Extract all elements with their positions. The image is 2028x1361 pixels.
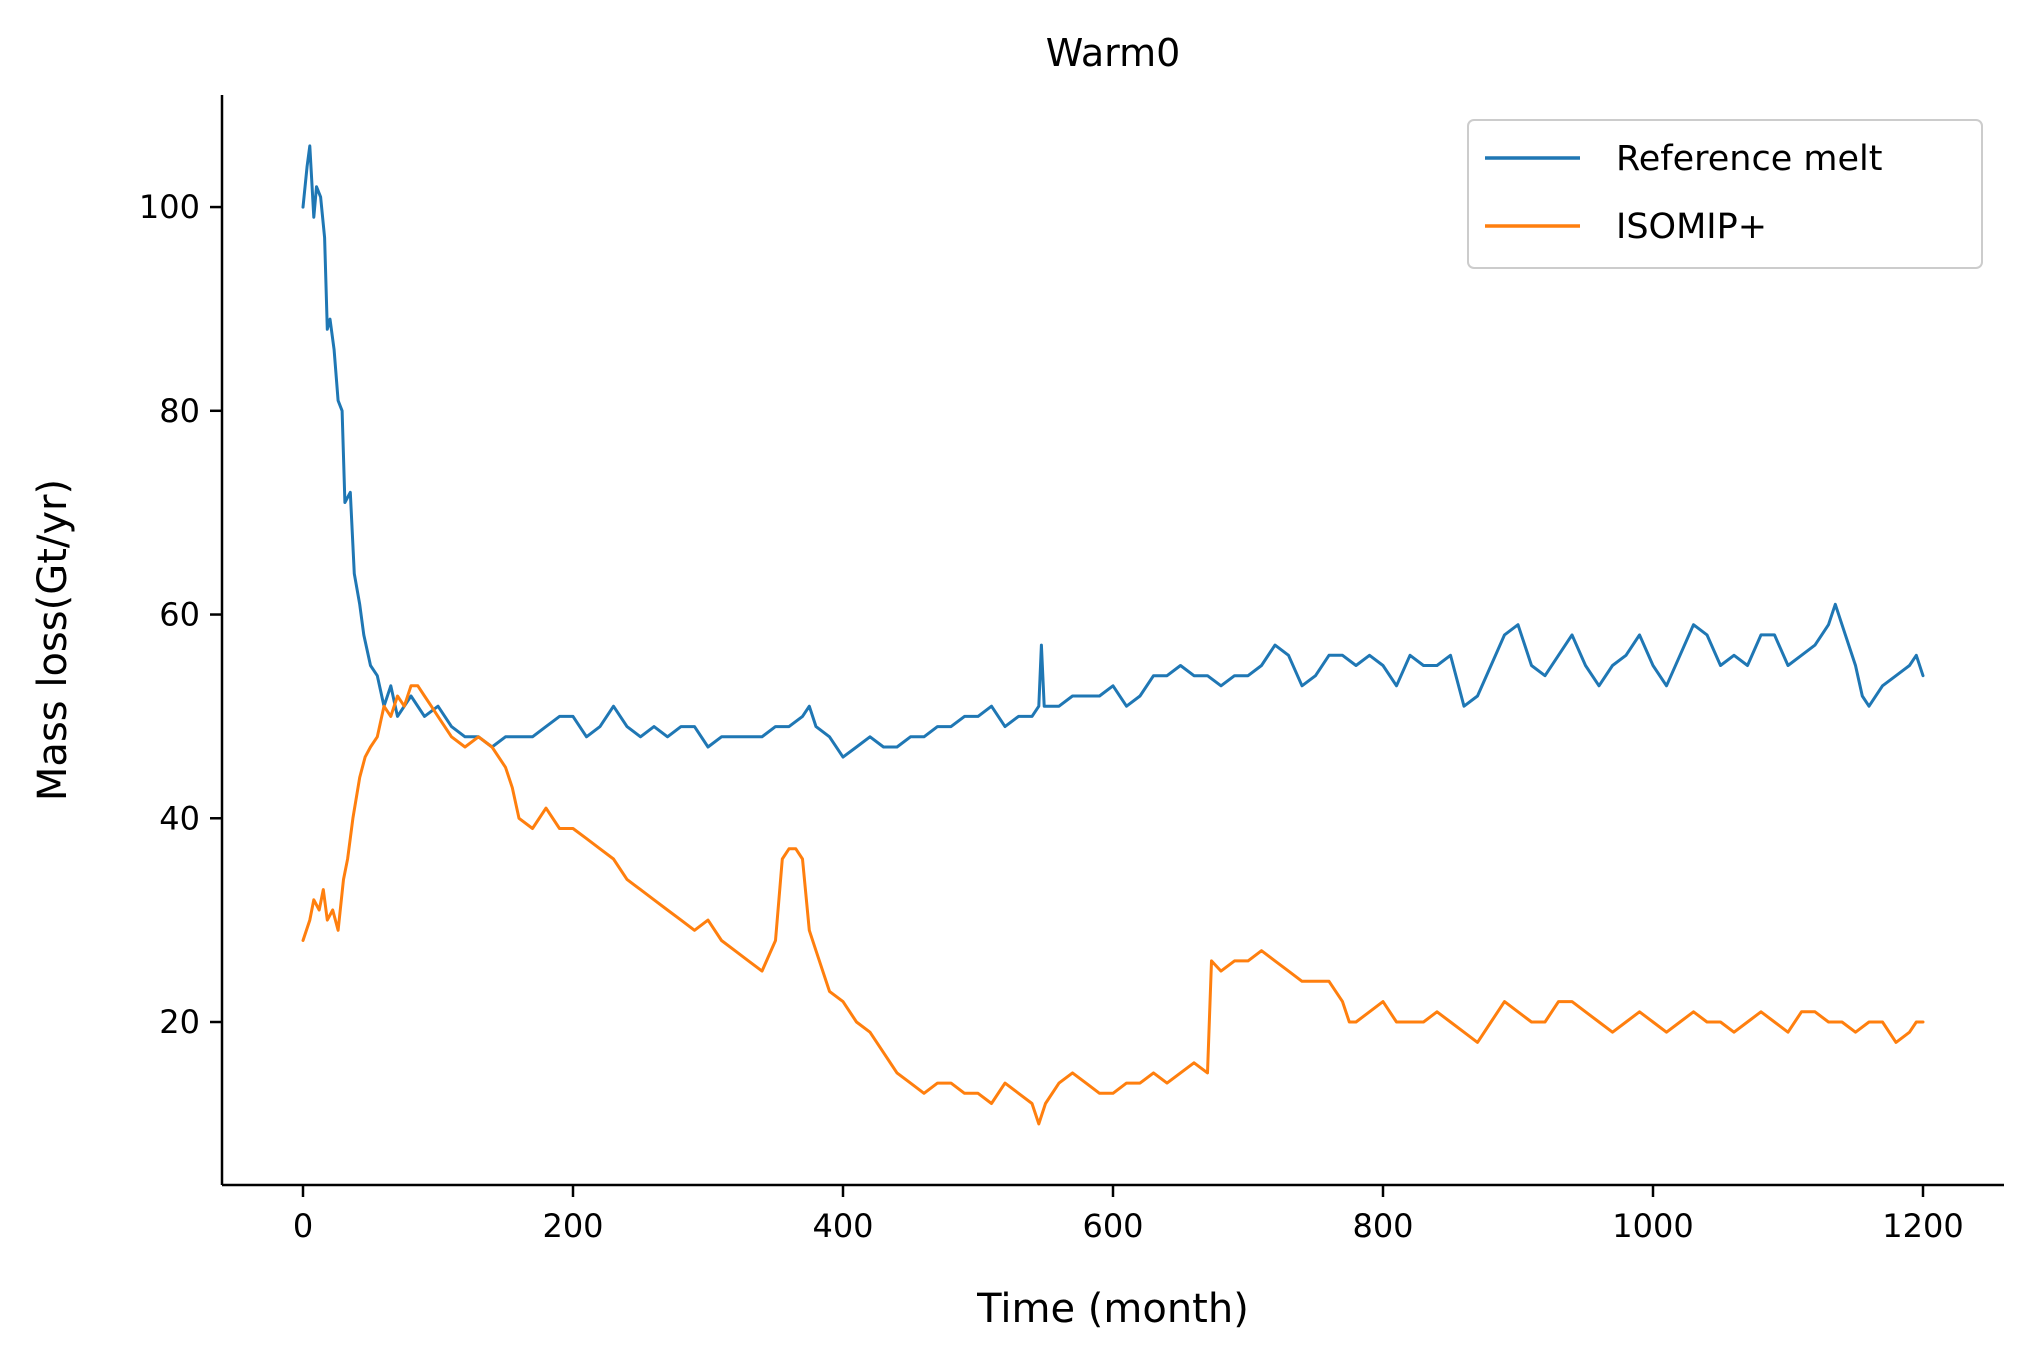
y-tick-label: 80: [159, 392, 200, 430]
legend-box: [1467, 119, 1983, 269]
x-tick-label: 0: [293, 1207, 313, 1245]
series-line-isomip: [301, 684, 1925, 1126]
legend-label-isomip: ISOMIP+: [1616, 207, 1767, 247]
x-tick-label: 200: [542, 1207, 603, 1245]
y-tick-label: 100: [139, 188, 200, 226]
y-tick-label: 20: [159, 1003, 200, 1041]
y-axis-label: Mass loss(Gt/yr): [30, 479, 76, 801]
series-line-reference-melt: [301, 144, 1925, 759]
chart-title: Warm0: [1046, 31, 1181, 75]
x-ticks: 0 200 400 600 800 1000 1200: [293, 1185, 1964, 1245]
legend: Reference melt ISOMIP+: [1467, 119, 1983, 269]
legend-label-reference-melt: Reference melt: [1616, 139, 1882, 179]
y-tick-label: 60: [159, 596, 200, 634]
x-tick-label: 1200: [1882, 1207, 1963, 1245]
y-tick-label: 40: [159, 799, 200, 837]
series-layer: [301, 144, 1925, 1126]
x-tick-label: 600: [1082, 1207, 1143, 1245]
x-tick-label: 800: [1352, 1207, 1413, 1245]
y-ticks: 20 40 60 80 100: [139, 188, 222, 1041]
x-axis-label: Time (month): [976, 1286, 1249, 1332]
x-tick-label: 1000: [1612, 1207, 1693, 1245]
x-tick-label: 400: [812, 1207, 873, 1245]
